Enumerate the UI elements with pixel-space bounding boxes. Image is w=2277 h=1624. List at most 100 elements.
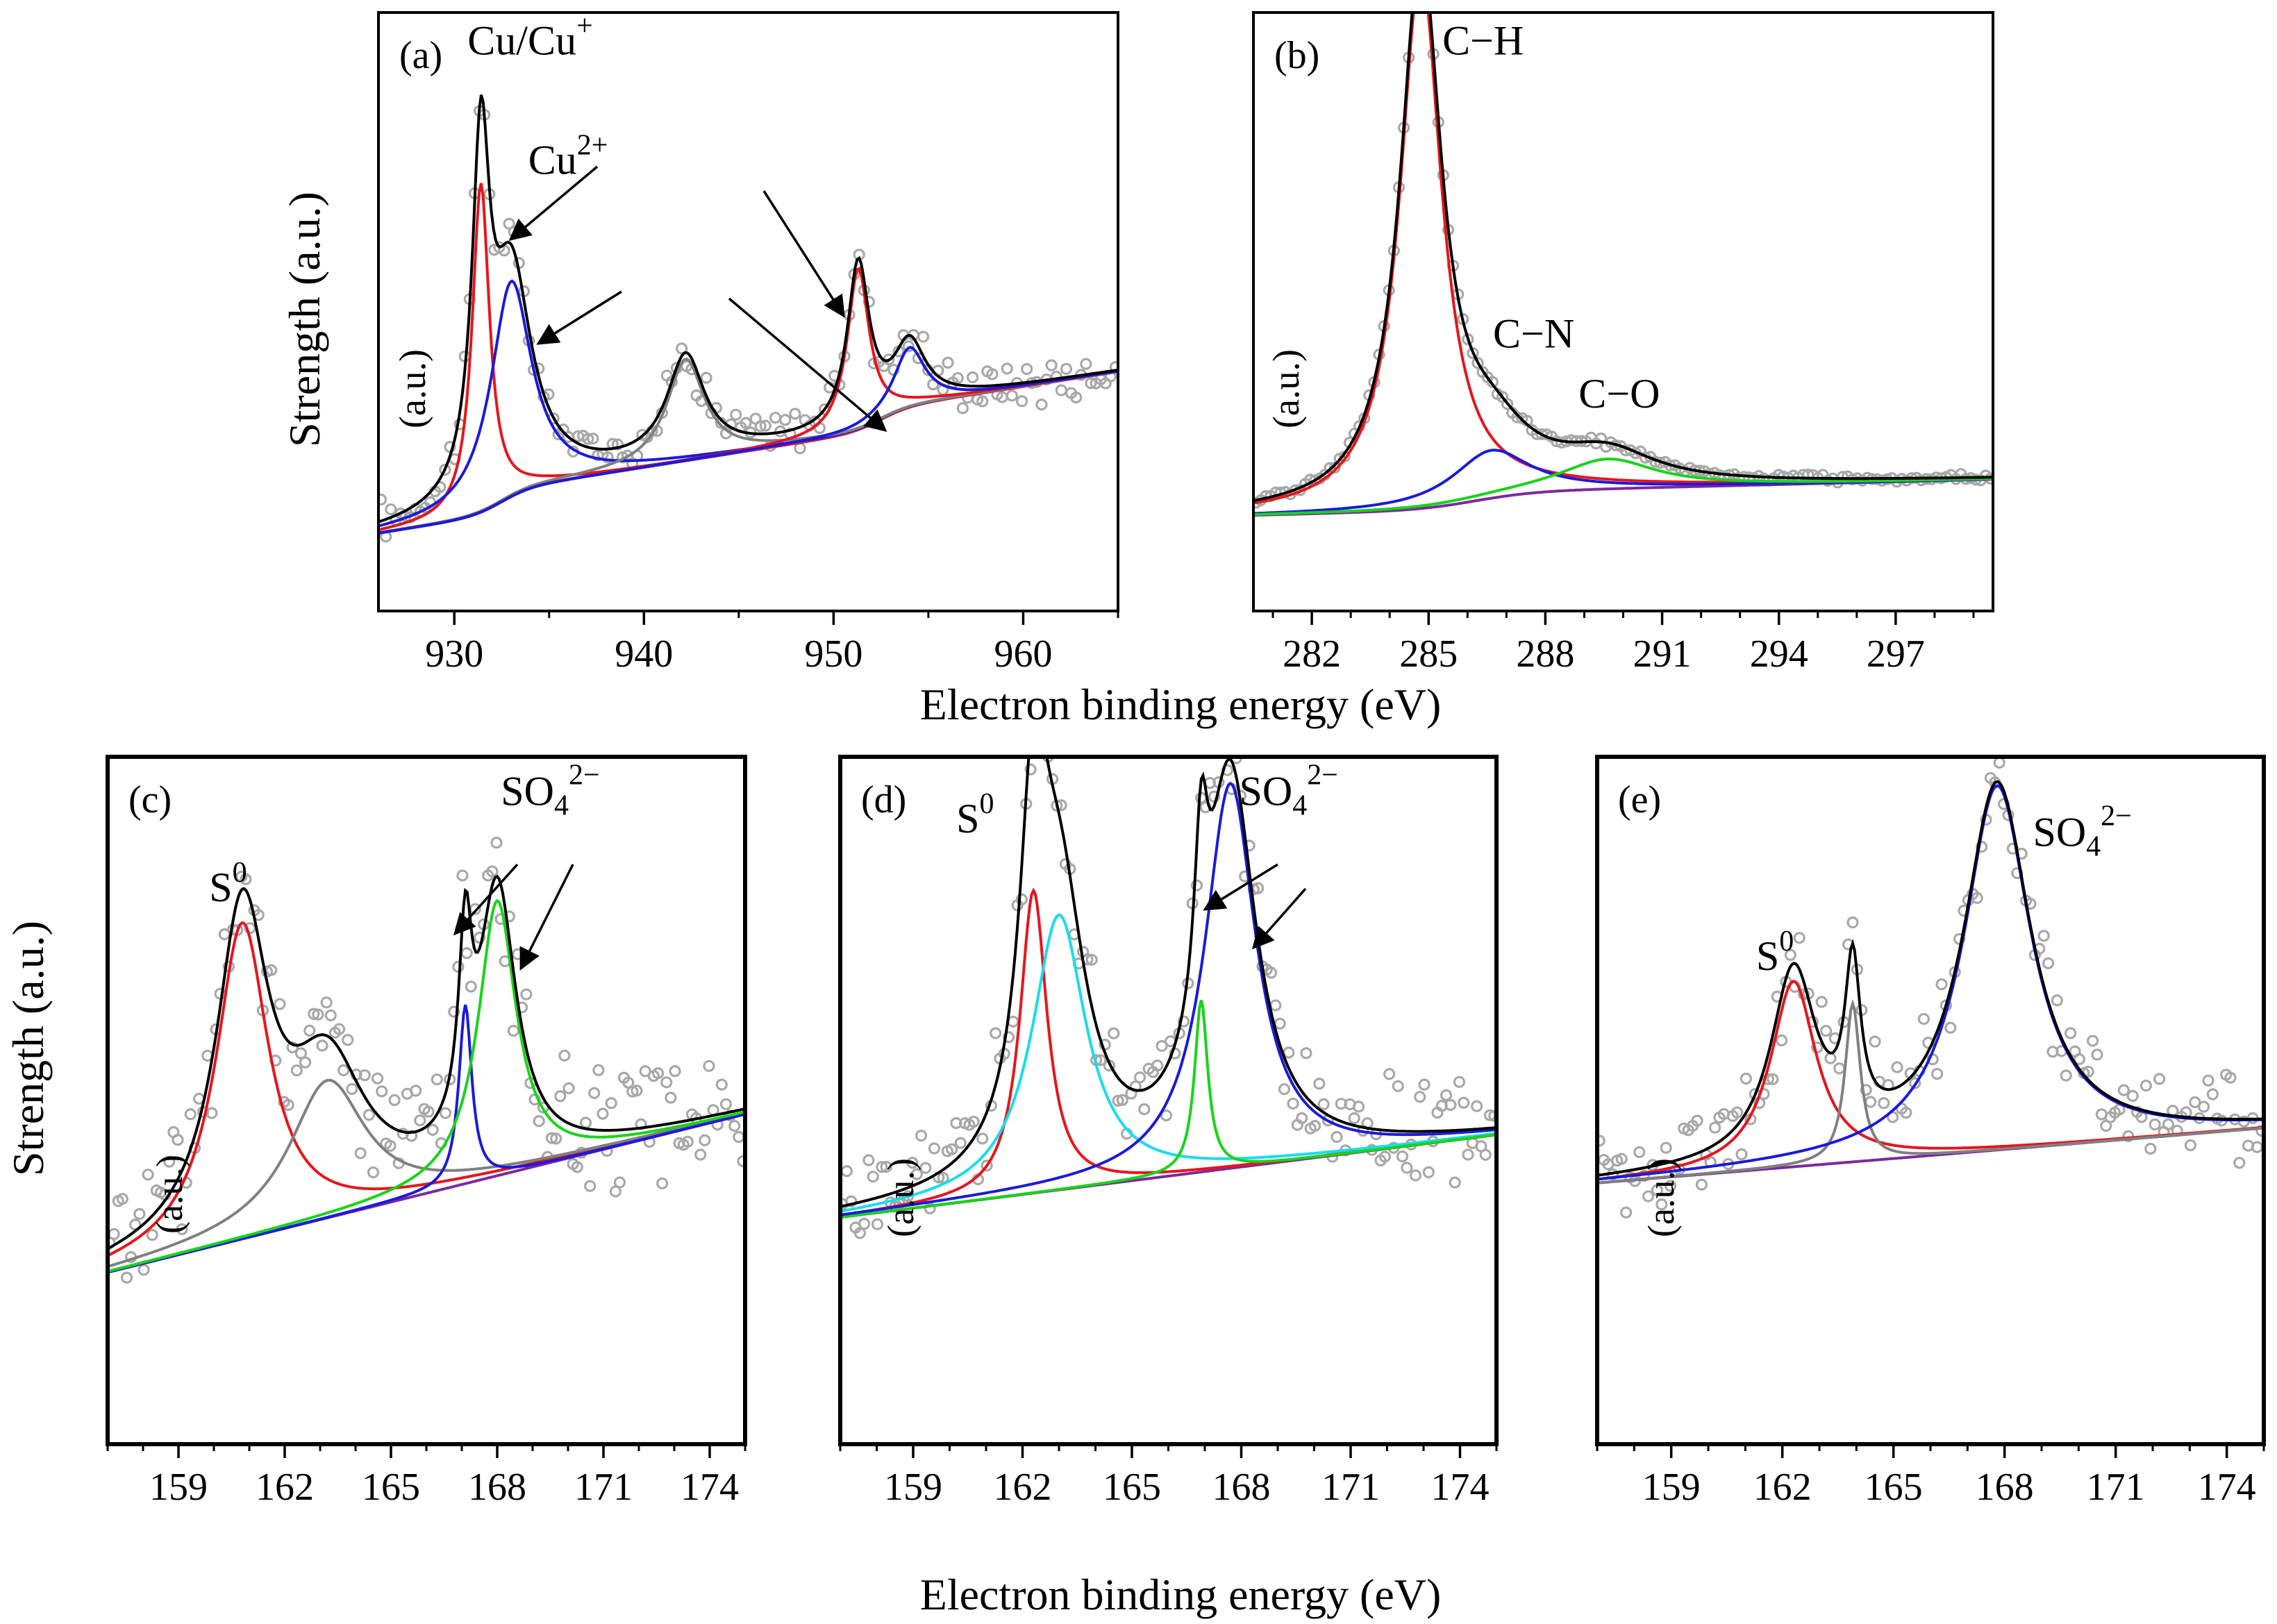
data-point: [1453, 1075, 1466, 1088]
data-point: [915, 1130, 928, 1142]
data-point: [1651, 1184, 1663, 1196]
data-point: [1776, 1034, 1788, 1047]
data-point: [176, 1223, 188, 1236]
data-point: [779, 414, 792, 426]
data-point: [1108, 1027, 1120, 1039]
peak-annotation-e-0: S0: [1756, 926, 1794, 979]
data-point: [1331, 1130, 1343, 1144]
data-point: [906, 1157, 919, 1169]
data-point: [1471, 357, 1484, 369]
data-point: [665, 1091, 677, 1104]
panel-c-s2p: 159 162 165 168 171 174 (c) (a.u.) S0 SO42−: [106, 755, 747, 1509]
data-point: [426, 1123, 439, 1136]
data-point: [1594, 432, 1608, 445]
data-point: [981, 1160, 993, 1172]
data-point: [1190, 879, 1203, 891]
x-tick-label: 168: [1212, 1466, 1271, 1509]
data-point: [966, 371, 979, 383]
data-point: [1709, 1121, 1721, 1134]
data-point: [388, 1094, 401, 1107]
x-tick-label: 174: [681, 1466, 739, 1509]
data-point: [2042, 957, 2055, 969]
data-point: [733, 1130, 745, 1144]
peak-annotation-a-0: Cu/Cu+: [467, 10, 592, 63]
data-point: [660, 1076, 673, 1089]
data-point: [588, 1087, 601, 1099]
peak-annotation-b-1: C−N: [1493, 311, 1574, 357]
data-point: [730, 408, 742, 421]
data-point: [286, 1041, 299, 1054]
x-tick-label: 159: [884, 1466, 942, 1509]
data-point: [976, 395, 989, 408]
data-point: [703, 1060, 715, 1072]
data-point: [1283, 1046, 1295, 1059]
component-curve-b-2: [1253, 458, 1993, 516]
plot-area-d: [840, 757, 1496, 1239]
data-point: [1414, 1091, 1426, 1103]
x-axis-label-top: Electron binding energy (eV): [920, 680, 1442, 729]
data-point: [1252, 882, 1265, 894]
x-tick-label: 162: [994, 1466, 1052, 1509]
data-point: [587, 433, 599, 445]
data-point: [2037, 930, 2050, 942]
envelope-curve-c: [108, 874, 745, 1250]
data-point: [439, 1107, 452, 1119]
data-point: [1396, 1150, 1409, 1163]
peak-annotation-c-0: S0: [209, 857, 247, 910]
data-point: [1055, 384, 1067, 396]
component-curve-c-3: [108, 898, 745, 1273]
data-point: [871, 1218, 884, 1230]
data-point: [1383, 1068, 1396, 1080]
data-point: [1735, 1148, 1748, 1161]
annotation-arrow: [728, 297, 887, 433]
data-point: [507, 1025, 520, 1037]
component-curve-d-3: [840, 781, 1496, 1216]
data-point: [452, 960, 465, 973]
envelope-curve-e: [1597, 780, 2264, 1177]
component-curve-c-0: [108, 921, 745, 1257]
data-point: [1878, 1097, 1890, 1110]
data-point: [597, 1107, 609, 1120]
data-point: [465, 980, 477, 993]
data-point: [942, 356, 954, 369]
data-point: [354, 1147, 367, 1160]
data-point: [2087, 1035, 2099, 1047]
data-point: [919, 1162, 932, 1174]
envelope-curve-d: [840, 757, 1496, 1208]
data-point: [1869, 1035, 1881, 1048]
data-point: [1471, 1100, 1483, 1112]
peak-annotation-c-1: SO42−: [501, 759, 599, 821]
component-curve-d-2: [840, 1000, 1496, 1219]
data-point: [990, 1027, 1002, 1039]
data-point: [2144, 1142, 2157, 1155]
x-tick-label: 162: [1753, 1466, 1812, 1509]
y-axis-label-top: Strength (a.u.): [280, 192, 329, 447]
x-tick-label: 171: [1321, 1466, 1380, 1509]
peak-annotation-d-1: SO42−: [1240, 759, 1338, 821]
annotation-arrow: [519, 864, 574, 971]
component-curve-c-2: [108, 1004, 745, 1274]
x-tick-label: 159: [149, 1466, 208, 1509]
data-point: [719, 1098, 733, 1110]
data-point: [1815, 996, 1828, 1008]
data-point: [2060, 1069, 2072, 1082]
data-point: [1860, 1084, 1872, 1096]
data-point: [582, 433, 594, 445]
component-curve-e-1: [1597, 998, 2264, 1184]
data-point: [1655, 1198, 1668, 1211]
data-point: [639, 1065, 651, 1078]
annotation-arrow: [762, 190, 845, 318]
data-point: [1015, 893, 1028, 905]
data-point: [533, 1115, 545, 1128]
data-point: [789, 408, 801, 420]
data-point: [1479, 1148, 1492, 1161]
component-curve-d-1: [840, 913, 1496, 1213]
data-point: [728, 1119, 741, 1132]
annotation-arrow: [453, 863, 519, 936]
peak-annotation-b-0: C−H: [1442, 17, 1524, 63]
data-point: [910, 1168, 923, 1180]
data-point: [1300, 1047, 1312, 1060]
data-point: [1317, 1098, 1330, 1110]
data-point: [184, 1108, 197, 1121]
